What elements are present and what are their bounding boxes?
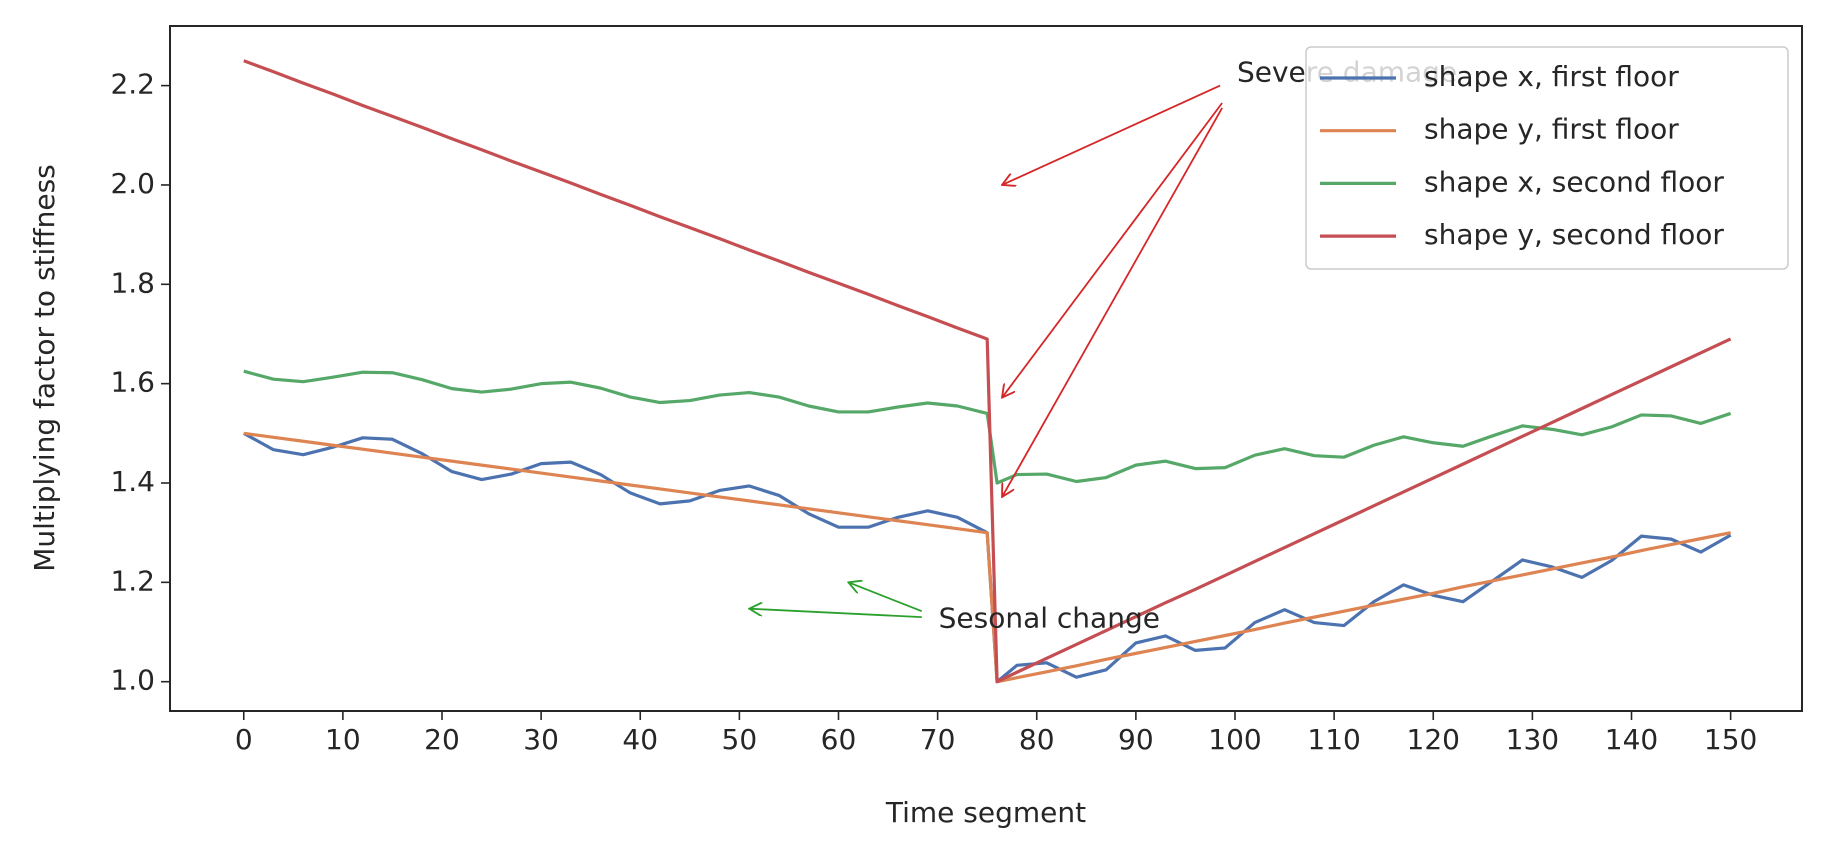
- data-line: [242, 431, 1732, 684]
- annotation-arrow: [1002, 84, 1221, 185]
- x-tick-label: 150: [1704, 723, 1757, 756]
- data-line: [243, 431, 1731, 684]
- y-tick-label: 1.2: [110, 564, 155, 597]
- legend-label: shape x, first floor: [1424, 60, 1679, 93]
- annotation-arrow: [1002, 102, 1223, 398]
- y-tick-label: 1.6: [110, 366, 155, 399]
- y-axis-label: Multiplying factor to stiffness: [28, 164, 61, 572]
- x-tick-label: 40: [622, 723, 658, 756]
- x-tick-label: 70: [920, 723, 956, 756]
- legend-label: shape y, first floor: [1424, 113, 1679, 146]
- x-axis-label: Time segment: [885, 796, 1086, 829]
- x-tick-label: 140: [1605, 723, 1658, 756]
- data-line: [243, 369, 1732, 485]
- x-tick-label: 10: [325, 723, 361, 756]
- y-tick-label: 2.0: [110, 167, 155, 200]
- x-tick-label: 60: [821, 723, 857, 756]
- annotation-text: Sesonal change: [939, 602, 1160, 635]
- y-tick-label: 2.2: [110, 68, 155, 101]
- annotation-arrow: [749, 609, 922, 619]
- legend-box: [1305, 46, 1789, 270]
- legend-label: shape x, second floor: [1424, 165, 1724, 198]
- x-tick-label: 50: [722, 723, 758, 756]
- data-line: [243, 59, 1732, 684]
- annotation-arrow: [1002, 107, 1223, 497]
- x-tick-label: 20: [424, 723, 460, 756]
- x-tick-label: 120: [1407, 723, 1460, 756]
- y-tick-label: 1.4: [110, 465, 155, 498]
- annotation-arrow: [848, 582, 923, 612]
- plot-frame: [169, 25, 1803, 712]
- x-tick-label: 110: [1307, 723, 1360, 756]
- x-tick-label: 90: [1118, 723, 1154, 756]
- x-tick-label: 0: [235, 723, 253, 756]
- legend-label: shape y, second floor: [1424, 218, 1724, 251]
- y-tick-label: 1.8: [110, 266, 155, 299]
- x-tick-label: 80: [1019, 723, 1055, 756]
- x-tick-label: 30: [523, 723, 559, 756]
- x-tick-label: 100: [1208, 723, 1261, 756]
- x-tick-label: 130: [1506, 723, 1559, 756]
- y-tick-label: 1.0: [110, 664, 155, 697]
